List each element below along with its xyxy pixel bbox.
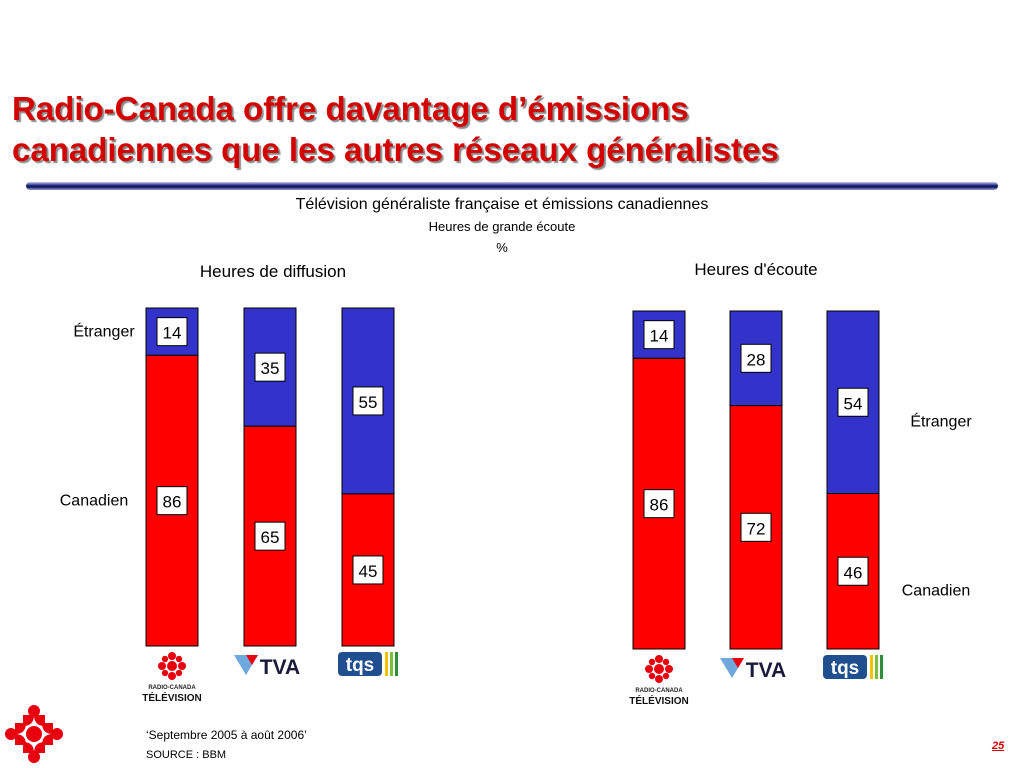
tqs-logo-stripe <box>875 655 878 679</box>
chart-title: Heures de diffusion <box>200 262 346 281</box>
television-logo-text: TÉLÉVISION <box>142 691 201 704</box>
source-note: SOURCE : BBM <box>146 749 227 761</box>
data-label-canadien-box <box>254 521 286 551</box>
gem-dot <box>175 669 183 677</box>
data-label-etranger-box <box>352 386 384 416</box>
gem-dot <box>662 658 670 666</box>
data-label-etranger-box <box>740 343 772 373</box>
title-divider <box>26 182 998 190</box>
data-label-canadien: 86 <box>163 493 182 512</box>
data-label-etranger: 55 <box>359 393 378 412</box>
data-label-canadien-box <box>643 489 675 519</box>
tqs-logo-box <box>338 652 382 676</box>
data-label-canadien-box <box>156 486 188 516</box>
data-label-canadien: 65 <box>261 528 280 547</box>
data-label-canadien: 86 <box>650 496 669 515</box>
gem-dot <box>648 672 656 680</box>
radio-canada-television-logo <box>645 655 673 683</box>
gem-dot <box>158 662 166 670</box>
bar-segment-etranger <box>729 310 783 407</box>
data-label-canadien-box <box>837 556 869 586</box>
tva-logo-mark-accent <box>246 655 258 665</box>
data-label-etranger-box <box>254 352 286 382</box>
tva-logo-mark-accent <box>732 658 744 668</box>
gem-dot <box>648 658 656 666</box>
tqs-logo-stripe <box>880 655 883 679</box>
gem-dot <box>655 655 663 663</box>
tqs-logo-stripe <box>385 652 388 676</box>
gem-dot <box>175 655 183 663</box>
gem-dot <box>167 661 177 671</box>
gem-dot <box>655 675 663 683</box>
tqs-logo-box <box>823 655 867 679</box>
unit-label: % <box>496 240 508 255</box>
gem-dot <box>654 664 664 674</box>
data-label-etranger-box <box>156 317 188 347</box>
data-label-canadien-box <box>352 555 384 585</box>
gem-dot <box>662 672 670 680</box>
data-label-etranger-box <box>837 387 869 417</box>
data-label-canadien: 72 <box>747 519 766 538</box>
radio-canada-television-logo <box>158 652 186 680</box>
data-label-etranger: 14 <box>650 327 669 346</box>
legend-label-etranger: Étranger <box>73 322 135 341</box>
page-number: 25 <box>992 740 1005 752</box>
slide-title-line-2: canadiennes que les autres réseaux génér… <box>12 131 779 168</box>
gem-dot <box>161 669 169 677</box>
tva-logo <box>720 658 744 678</box>
data-label-etranger: 35 <box>261 359 280 378</box>
chart-subtitle: Télévision généraliste française et émis… <box>295 196 709 213</box>
legend-label-etranger: Étranger <box>910 411 972 430</box>
legend-label-canadien: Canadien <box>60 493 129 510</box>
gem-dot <box>665 665 673 673</box>
tqs-logo-text: tqs <box>346 655 375 676</box>
data-label-canadien: 45 <box>359 562 378 581</box>
tqs-logo-stripe <box>395 652 398 676</box>
tqs-logo <box>823 655 883 679</box>
television-logo-text: TÉLÉVISION <box>629 694 688 707</box>
tva-logo <box>234 655 258 675</box>
radio-canada-logo-text: RADIO-CANADA <box>635 688 683 694</box>
data-label-etranger: 54 <box>844 394 863 413</box>
data-label-etranger: 14 <box>163 324 182 343</box>
tqs-logo <box>338 652 398 676</box>
tqs-logo-stripe <box>390 652 393 676</box>
slide-title-line-1: Radio-Canada offre davantage d’émissions <box>12 90 689 127</box>
radio-canada-gem-logo <box>5 705 63 763</box>
chart-subtitle-2: Heures de grande écoute <box>428 219 576 234</box>
data-label-etranger-box <box>643 320 675 350</box>
tqs-logo-text: tqs <box>831 658 860 679</box>
tva-logo-text: TVA <box>746 659 786 682</box>
tva-logo-text: TVA <box>260 656 300 679</box>
chart-title: Heures d'écoute <box>694 260 817 279</box>
slide-title: Radio-Canada offre davantage d’émissions… <box>12 88 1012 170</box>
radio-canada-logo-text: RADIO-CANADA <box>148 685 196 691</box>
legend-label-canadien: Canadien <box>902 582 971 599</box>
footnote: ‘Septembre 2005 à août 2006’ <box>146 728 307 742</box>
tqs-logo-stripe <box>870 655 873 679</box>
data-label-canadien-box <box>740 512 772 542</box>
gem-dot <box>168 672 176 680</box>
gem-dot <box>168 652 176 660</box>
data-label-etranger: 28 <box>747 350 766 369</box>
data-label-canadien: 46 <box>844 563 863 582</box>
gem-dot <box>178 662 186 670</box>
gem-dot <box>645 665 653 673</box>
gem-dot <box>161 655 169 663</box>
